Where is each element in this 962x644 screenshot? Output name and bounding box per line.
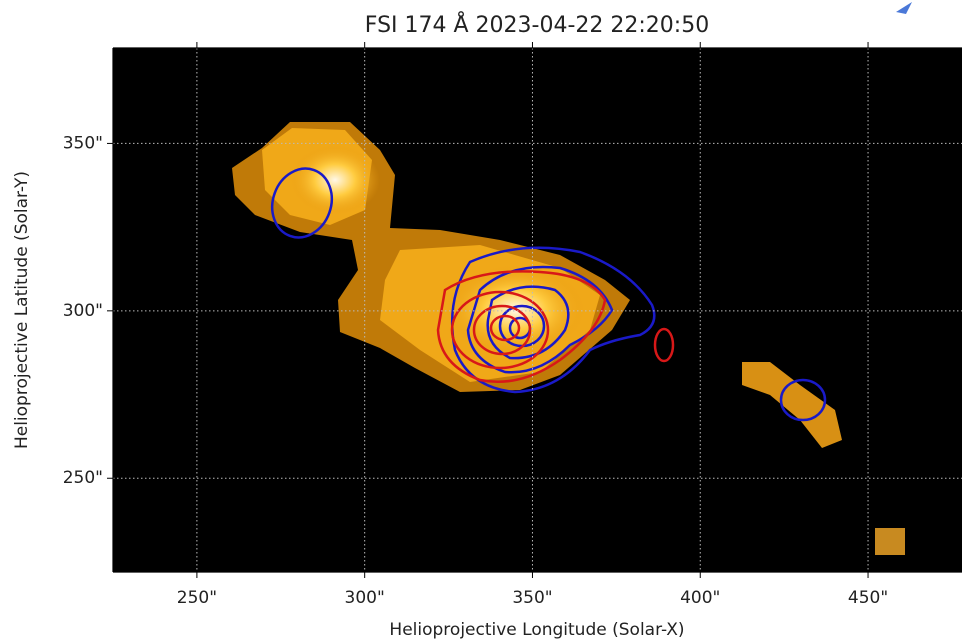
y-tick-label: 300" xyxy=(63,301,103,321)
bright-core xyxy=(290,145,380,215)
y-axis-label: Helioprojective Latitude (Solar-Y) xyxy=(12,171,32,449)
y-tick-label: 350" xyxy=(63,133,103,153)
chart-title: FSI 174 Å 2023-04-22 22:20:50 xyxy=(365,11,709,38)
x-tick-label: 400" xyxy=(680,588,720,608)
x-tick-label: 300" xyxy=(345,588,385,608)
x-tick-label: 250" xyxy=(177,588,217,608)
emission-region xyxy=(875,528,905,555)
x-tick-label: 350" xyxy=(512,588,552,608)
x-tick-label: 450" xyxy=(848,588,888,608)
x-axis-label: Helioprojective Longitude (Solar-X) xyxy=(389,620,684,640)
cursor-fragment xyxy=(896,2,912,14)
chart: 250" 300" 350" 400" 450" 250" 300" 350" FSI 174… xyxy=(0,0,962,644)
y-tick-label: 250" xyxy=(63,468,103,488)
